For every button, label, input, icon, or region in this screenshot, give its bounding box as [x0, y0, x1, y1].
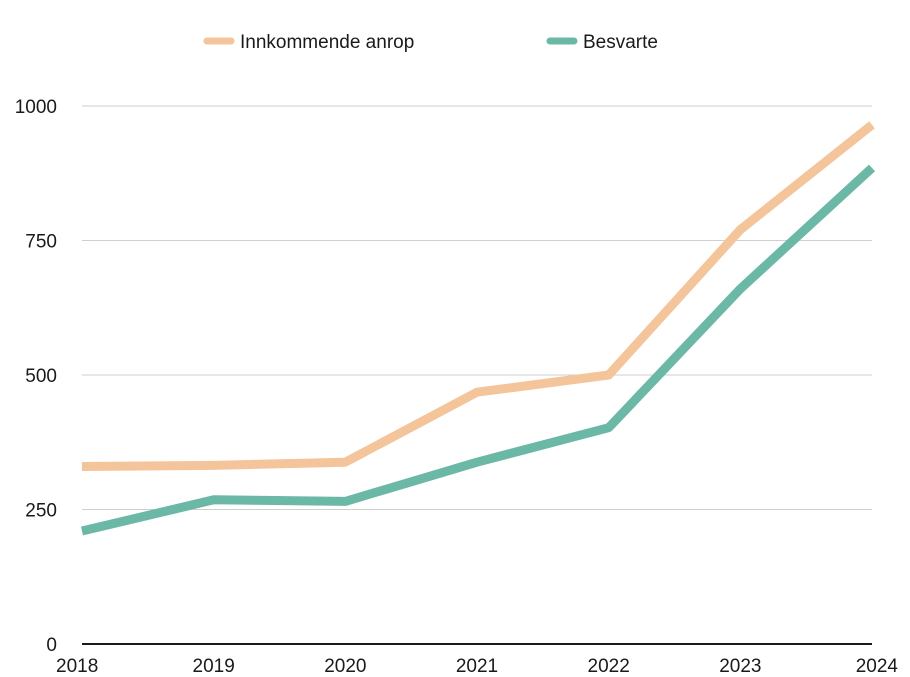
x-tick-label: 2020: [324, 656, 366, 677]
y-tick-label: 250: [25, 501, 57, 522]
x-tick-label: 2019: [193, 656, 235, 677]
x-tick-label: 2021: [456, 656, 498, 677]
legend-label-besvarte: Besvarte: [583, 32, 658, 53]
y-tick-label: 0: [46, 635, 57, 656]
series-lines: [80, 121, 876, 536]
x-tick-label: 2018: [56, 656, 98, 677]
legend-label-innkommende-anrop: Innkommende anrop: [240, 32, 414, 53]
x-tick-label: 2023: [719, 656, 761, 677]
series-line-innkommende-anrop: [81, 121, 875, 471]
y-tick-label: 1000: [15, 97, 57, 118]
y-tick-label: 500: [25, 366, 57, 387]
y-axis-tick-labels: 0 250 500 750 1000: [15, 97, 57, 656]
legend: Innkommende anrop Besvarte: [203, 32, 658, 53]
series-line-besvarte: [80, 164, 876, 536]
gridlines: [82, 105, 872, 510]
x-axis-tick-labels: 2018 2019 2020 2021 2022 2023 2024: [56, 656, 898, 677]
x-tick-label: 2024: [856, 656, 899, 677]
x-tick-label: 2022: [588, 656, 630, 677]
y-tick-label: 750: [25, 232, 57, 253]
